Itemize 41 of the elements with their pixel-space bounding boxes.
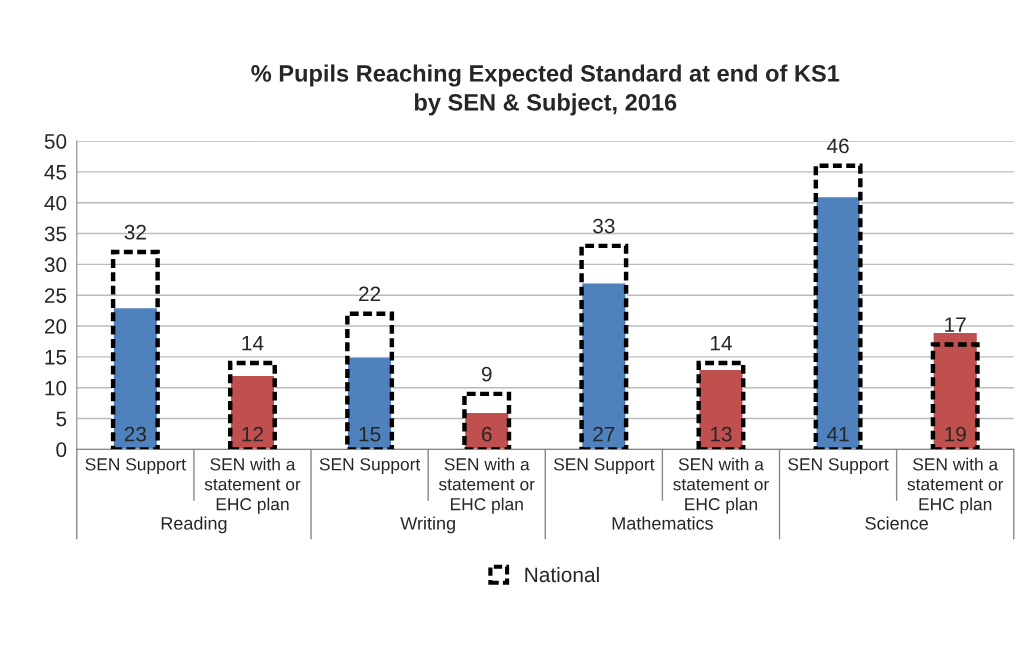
data-label: 32 <box>124 224 146 240</box>
data-label: 33 <box>593 218 615 234</box>
data-label: 22 <box>359 286 381 302</box>
y-tick-label: 50 <box>44 134 67 149</box>
chart-title: % Pupils Reaching Expected Standard at end of KS1 by SEN & Subject, 2016 <box>251 64 840 116</box>
y-tick-label: 0 <box>56 442 67 458</box>
x-tick-label: SEN with a statement or EHC plan <box>907 457 1004 514</box>
data-label: 27 <box>593 426 615 442</box>
y-tick-label: 20 <box>44 319 67 334</box>
text: Mathematics <box>612 516 713 530</box>
y-tick-label: 5 <box>56 411 67 427</box>
y-tick-label: 30 <box>44 257 67 273</box>
data-label: 19 <box>945 426 966 442</box>
y-tick-label: 40 <box>44 195 67 211</box>
legend-label: National <box>525 566 599 583</box>
data-label: 46 <box>826 138 849 154</box>
data-label: 14 <box>242 336 264 351</box>
y-tick-label: 35 <box>44 226 67 242</box>
text: Science <box>865 516 928 530</box>
y-tick-label: 15 <box>45 350 67 365</box>
text: Writing <box>400 516 455 534</box>
y-tick-label: 25 <box>44 288 67 303</box>
data-label: 13 <box>710 426 732 442</box>
x-tick-label: SEN with a statement or EHC plan <box>438 457 535 514</box>
data-label: 17 <box>945 317 966 332</box>
y-tick-label: 45 <box>44 165 67 180</box>
y-tick-label: 10 <box>45 380 67 396</box>
data-label: 14 <box>710 336 732 351</box>
x-tick-label: SEN Support <box>85 458 186 474</box>
data-label: 6 <box>481 426 492 442</box>
x-tick-label: SEN Support <box>553 458 655 474</box>
data-label: 12 <box>242 426 264 442</box>
data-label: 23 <box>124 426 147 442</box>
data-label: 15 <box>359 427 381 442</box>
x-tick-label: SEN with a statement or EHC plan <box>673 457 769 514</box>
data-label: 9 <box>481 366 492 382</box>
data-label: 41 <box>826 427 849 442</box>
text: Reading <box>161 516 227 534</box>
x-tick-label: SEN Support <box>319 458 421 474</box>
x-tick-label: SEN with a statement or EHC plan <box>204 457 301 514</box>
x-tick-label: SEN Support <box>788 458 889 474</box>
